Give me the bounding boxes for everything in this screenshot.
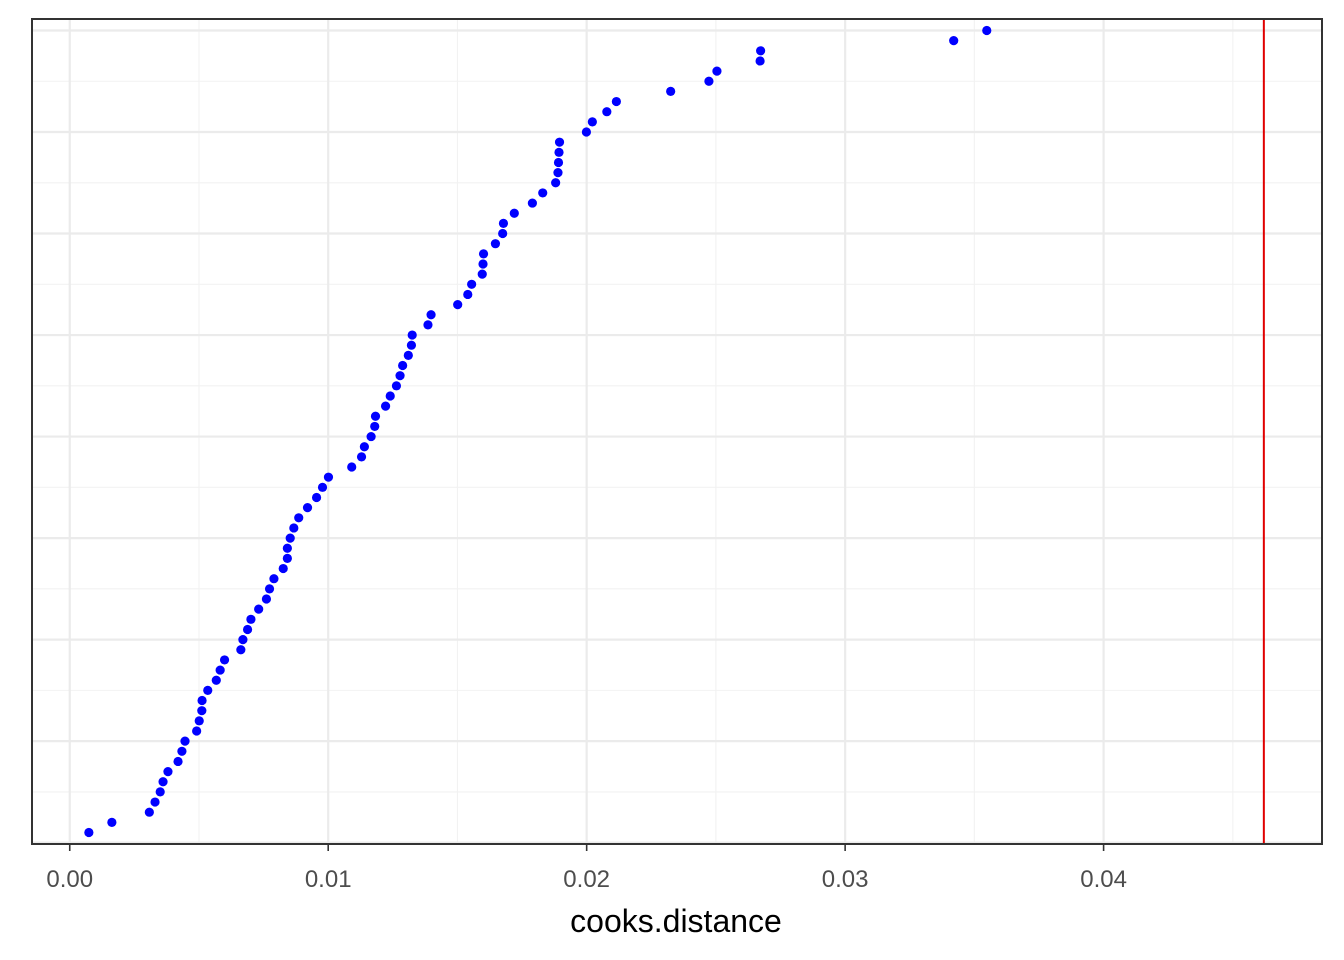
data-point	[370, 411, 381, 421]
data-point	[403, 350, 413, 360]
data-point	[197, 706, 207, 716]
data-point	[144, 807, 154, 817]
data-point	[467, 279, 477, 289]
data-point	[197, 695, 207, 706]
data-point	[254, 604, 264, 614]
data-point	[289, 523, 299, 533]
data-point	[370, 421, 380, 432]
data-point	[756, 46, 766, 56]
data-point	[356, 452, 367, 462]
data-point	[302, 503, 313, 513]
data-point	[551, 178, 561, 188]
data-point	[602, 107, 612, 117]
data-point	[478, 259, 488, 269]
data-point	[385, 391, 395, 401]
data-point	[282, 543, 292, 553]
x-tick-label: 0.04	[1080, 866, 1127, 893]
data-point	[238, 635, 248, 645]
data-point	[269, 574, 279, 584]
data-point	[219, 655, 230, 665]
x-tick-label: 0.02	[563, 866, 610, 893]
data-point	[180, 736, 190, 746]
data-point	[282, 553, 292, 564]
data-point	[453, 299, 463, 310]
data-point	[150, 797, 160, 807]
data-point	[982, 25, 992, 36]
data-point	[311, 492, 322, 503]
data-point	[498, 228, 508, 239]
data-point	[317, 482, 328, 492]
data-point	[163, 766, 173, 777]
data-point	[380, 401, 391, 411]
data-point	[477, 269, 487, 279]
data-point	[211, 675, 221, 685]
data-point	[246, 614, 256, 624]
data-point	[158, 777, 168, 787]
data-point	[463, 289, 473, 300]
data-point	[107, 817, 117, 827]
data-point	[554, 147, 564, 157]
data-point	[478, 249, 489, 259]
data-point	[423, 320, 433, 330]
gridlines	[32, 19, 1322, 844]
data-point	[395, 371, 405, 381]
data-point	[203, 685, 213, 695]
data-point	[553, 157, 564, 168]
data-point	[177, 746, 187, 756]
data-point	[611, 96, 621, 107]
data-point	[155, 787, 165, 797]
data-point	[242, 624, 253, 635]
data-point	[426, 310, 436, 320]
data-point	[215, 665, 225, 675]
data-point	[264, 584, 275, 594]
data-point	[294, 513, 304, 523]
data-point	[347, 462, 357, 472]
data-point	[173, 756, 183, 767]
x-axis-ticks: 0.00 0.01 0.02 0.03 0.04	[46, 844, 1127, 893]
plot-panel-border	[31, 18, 1323, 845]
data-point	[407, 330, 417, 340]
data-points	[84, 25, 992, 838]
data-point	[278, 563, 288, 574]
data-point	[323, 472, 334, 482]
data-point	[236, 645, 246, 655]
data-point	[285, 533, 295, 543]
data-point	[261, 594, 272, 604]
x-tick-label: 0.00	[46, 866, 93, 893]
data-point	[84, 827, 94, 838]
data-point	[359, 442, 369, 452]
data-point	[587, 117, 597, 127]
data-point	[194, 716, 204, 726]
data-point	[509, 208, 519, 218]
data-point	[406, 340, 417, 350]
x-tick-label: 0.03	[822, 866, 869, 893]
data-point	[366, 431, 376, 442]
data-point	[704, 76, 714, 86]
data-point	[398, 360, 408, 371]
data-point	[581, 127, 592, 137]
data-point	[553, 168, 563, 178]
data-point	[498, 218, 509, 228]
data-point	[712, 66, 722, 76]
data-point	[666, 86, 676, 97]
data-point	[391, 381, 402, 391]
data-point	[527, 198, 537, 208]
data-point	[554, 137, 565, 147]
data-point	[755, 56, 765, 66]
x-axis-title: cooks.distance	[570, 903, 782, 939]
data-point	[538, 188, 548, 198]
data-point	[490, 239, 501, 249]
data-point	[949, 36, 959, 46]
x-tick-label: 0.01	[305, 866, 352, 893]
data-point	[192, 726, 202, 736]
